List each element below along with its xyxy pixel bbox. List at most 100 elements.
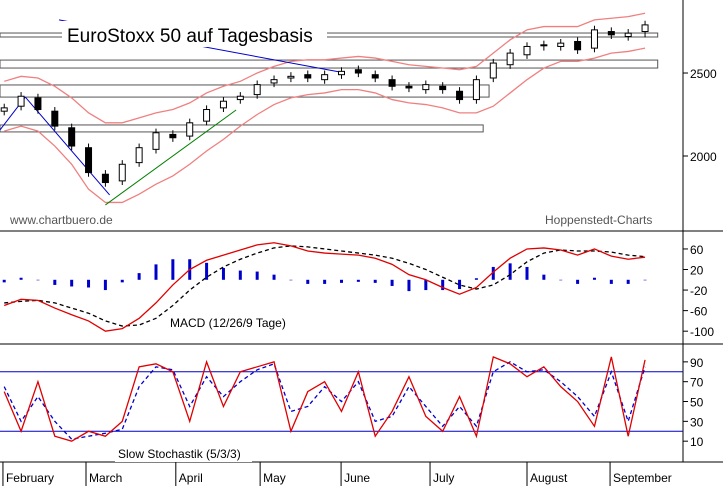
histogram-bar (542, 274, 546, 280)
candle-body (0, 107, 8, 112)
histogram-bar (87, 279, 91, 288)
y-tick-label: 2000 (690, 150, 717, 164)
y-tick-label: 90 (690, 356, 704, 370)
candle-body (219, 100, 227, 109)
trendline (24, 96, 110, 196)
histogram-bar (19, 277, 23, 280)
x-tick-label: March (89, 471, 122, 485)
histogram-bar (238, 270, 242, 280)
histogram-bar (390, 279, 394, 286)
candle-body (641, 24, 649, 33)
series-line (4, 47, 646, 204)
candle-body (51, 110, 59, 127)
histogram-bar (592, 277, 596, 280)
panel: 90 70 50 30 10 Slow Stochastik (5/3/3) Februar… (0, 356, 704, 486)
histogram-bar (407, 279, 411, 292)
candle-body (17, 95, 25, 107)
candle-body (354, 69, 362, 74)
histogram-bar (205, 262, 209, 280)
histogram-bar (2, 279, 6, 283)
candle-body (590, 29, 598, 49)
histogram-bar (508, 263, 512, 280)
y-tick-label: 70 (690, 376, 704, 390)
histogram-bar (559, 279, 563, 281)
candle-body (607, 31, 615, 36)
x-tick-label: February (6, 471, 54, 485)
y-tick-label: 20 (690, 264, 704, 278)
label-box (167, 314, 299, 331)
candle-body (388, 79, 396, 87)
label-box (115, 445, 252, 462)
y-tick-label: 30 (690, 415, 704, 429)
candle-body (439, 85, 447, 91)
watermark: www.chartbuero.de (9, 213, 113, 227)
candle-body (422, 84, 430, 91)
candle-body (253, 84, 261, 96)
histogram-bar (154, 264, 158, 280)
candle-body (203, 109, 211, 122)
series-line (4, 245, 646, 327)
candle-body (321, 74, 329, 81)
candle-body (85, 147, 93, 174)
histogram-bar (36, 279, 40, 281)
series-line (3, 242, 646, 332)
panel: 60 20 -20 -60 -100 MACD (12/26/9 Tage) (2, 242, 714, 339)
candle-body (472, 79, 480, 101)
series-line (3, 356, 646, 442)
panel-label: Slow Stochastik (5/3/3) (118, 447, 241, 461)
candle-body (236, 95, 244, 101)
histogram-bar (272, 274, 276, 280)
x-tick-label: June (344, 471, 370, 485)
series-line (4, 12, 646, 124)
y-tick-label: -60 (690, 305, 708, 319)
histogram-bar (255, 271, 259, 280)
candle-body (135, 147, 143, 164)
histogram-bar (171, 259, 175, 280)
candle-body (557, 42, 565, 47)
histogram-bar (306, 279, 310, 284)
watermark: Hoppenstedt-Charts (545, 213, 652, 227)
histogram-bar (491, 266, 495, 280)
candle-body (624, 32, 632, 38)
histogram-bar (356, 279, 360, 282)
histogram-bar (525, 266, 529, 280)
title-box (62, 21, 327, 47)
price-zone (0, 59, 659, 69)
y-tick-label: 10 (690, 435, 704, 449)
candle-body (523, 45, 531, 56)
candle-body (270, 79, 278, 84)
y-tick-label: 2500 (690, 67, 717, 81)
histogram-bar (53, 279, 57, 285)
panel: 2000 2500 EuroStoxx 50 auf Tagesbasis www.c… (0, 12, 717, 227)
chart-title: EuroStoxx 50 auf Tagesbasis (67, 26, 313, 47)
histogram-bar (609, 279, 613, 284)
histogram-bar (137, 273, 141, 280)
histogram-bar (441, 279, 445, 291)
candle-body (34, 97, 42, 111)
candle-body (118, 163, 126, 182)
histogram-bar (340, 279, 343, 283)
candle-body (456, 90, 464, 101)
candle-body (338, 70, 345, 76)
candle-body (506, 52, 514, 66)
histogram-bar (576, 279, 580, 284)
histogram-bar (373, 279, 377, 283)
histogram-bar (289, 279, 293, 281)
y-tick-label: -100 (690, 325, 714, 339)
histogram-bar (120, 279, 124, 283)
y-tick-label: 60 (690, 243, 704, 257)
histogram-bar (643, 279, 647, 281)
histogram-bar (221, 267, 225, 280)
candle-body (68, 127, 76, 147)
candle-body (574, 40, 582, 51)
candle-body (371, 74, 379, 79)
candle-body (186, 122, 194, 137)
candle-body (304, 74, 312, 79)
price-zone (0, 84, 490, 98)
candle-body (101, 173, 109, 184)
candle-body (287, 75, 295, 79)
histogram-bar (458, 279, 462, 290)
trendline (105, 109, 237, 206)
y-tick-label: 50 (690, 396, 704, 410)
